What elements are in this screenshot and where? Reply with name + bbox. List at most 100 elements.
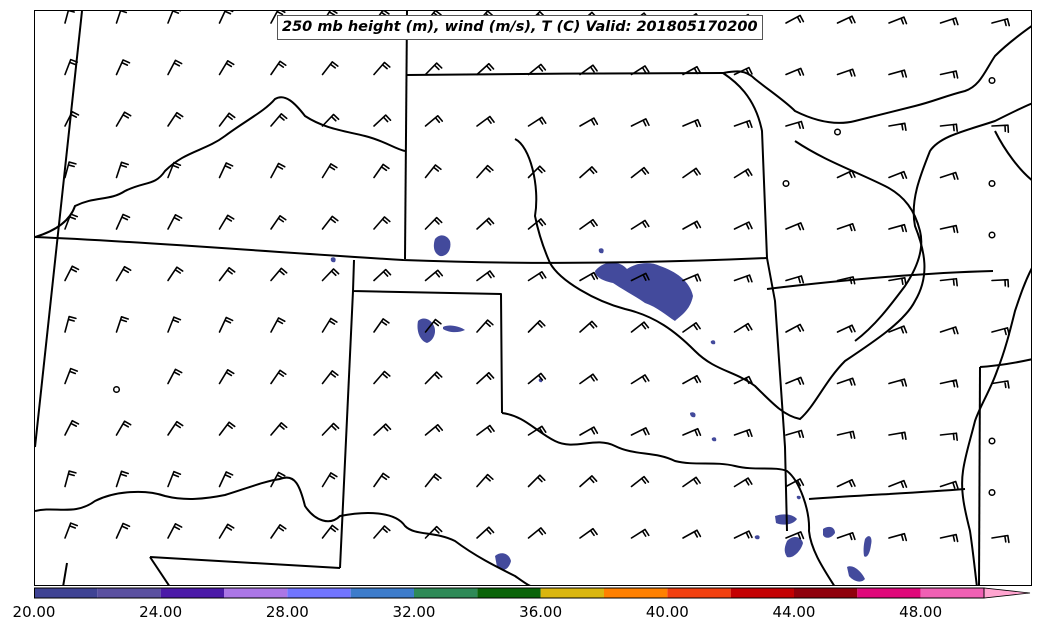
wind-barb [579, 271, 599, 282]
shaded-region [784, 537, 803, 558]
wind-barb [64, 265, 80, 282]
wind-barb [579, 218, 598, 230]
wind-barb [476, 164, 494, 179]
wind-barb [218, 316, 234, 333]
wind-barb [733, 221, 753, 230]
wind-barb [373, 423, 392, 436]
wind-barb [630, 528, 650, 539]
wind-barb [115, 522, 131, 539]
wind-barb [321, 268, 340, 282]
colorbar [34, 587, 1031, 599]
wind-barb [373, 216, 391, 230]
wind-barb [115, 316, 129, 333]
wind-barb [682, 476, 701, 488]
shaded-region [598, 248, 604, 254]
wind-barb [888, 431, 907, 441]
wind-barb [321, 524, 339, 539]
map-canvas [35, 11, 1031, 585]
wind-barb [218, 214, 235, 230]
wind-barb [167, 266, 184, 282]
wind-barb [424, 318, 442, 333]
wind-barb [218, 11, 234, 24]
wind-barb [167, 316, 182, 333]
wind-barb [836, 15, 856, 24]
wind-barb [785, 376, 805, 385]
wind-barb [682, 118, 702, 128]
wind-barb [373, 268, 392, 282]
wind-barb [733, 428, 753, 438]
wind-barb [424, 525, 443, 539]
wind-barb [733, 375, 753, 385]
wind-barb [167, 59, 183, 76]
wind-barb [270, 113, 288, 127]
wind-barb [682, 167, 701, 179]
colorbar-bin [857, 588, 921, 598]
wind-barb [991, 327, 1011, 336]
wind-barb [64, 161, 77, 179]
wind-barb [527, 218, 547, 230]
wind-barb [373, 163, 390, 179]
wind-barb [167, 111, 184, 127]
wind-barb [888, 16, 908, 25]
wind-barb [939, 533, 959, 543]
wind-barb [115, 111, 132, 127]
shaded-region [863, 536, 872, 557]
wind-barb [630, 374, 650, 385]
wind-barb [218, 471, 234, 488]
shaded-region [595, 262, 693, 321]
wind-barb [888, 532, 908, 542]
wind-barb [270, 60, 287, 76]
wind-barb [476, 371, 495, 385]
wind-barb [836, 377, 856, 386]
wind-barb [476, 319, 494, 333]
wind-barb [836, 68, 856, 77]
calm-wind-marker [112, 385, 121, 394]
wind-barb [167, 161, 182, 179]
wind-barb [321, 370, 339, 385]
map-panel [34, 10, 1032, 586]
colorbar-bin [920, 588, 984, 598]
wind-barb [64, 58, 79, 76]
wind-barb [785, 478, 805, 488]
wind-barb [579, 475, 598, 488]
wind-barb [939, 432, 958, 441]
wind-barb [64, 470, 77, 488]
calm-wind-marker [833, 128, 842, 136]
wind-barb [579, 373, 598, 385]
wind-barb [218, 112, 236, 127]
wind-barb [939, 17, 959, 26]
wind-barb [630, 475, 650, 488]
wind-barb [64, 11, 75, 24]
wind-barb [321, 472, 338, 488]
wind-barb [321, 61, 339, 76]
colorbar-bin [224, 588, 288, 598]
colorbar-bin [604, 588, 668, 598]
wind-barb [321, 317, 338, 333]
colorbar-bin [414, 588, 478, 598]
wind-barb [527, 474, 546, 488]
wind-barb [630, 219, 650, 230]
wind-barb [991, 124, 1010, 133]
wind-barb [682, 273, 702, 282]
wind-barb [424, 164, 442, 179]
wind-barb [115, 59, 131, 76]
wind-barb [476, 270, 495, 282]
map-title: 250 mb height (m), wind (m/s), T (C) Val… [277, 15, 763, 40]
wind-barb [321, 422, 340, 436]
wind-barb [939, 224, 959, 234]
wind-barb [321, 215, 339, 230]
wind-barb [373, 114, 392, 127]
wind-barb [270, 317, 286, 333]
wind-barb [424, 62, 443, 76]
wind-barb [785, 323, 805, 333]
wind-speed-shading [330, 235, 872, 582]
wind-barb [579, 166, 598, 179]
wind-barb [939, 326, 959, 335]
shaded-region [823, 526, 835, 538]
wind-barb [682, 322, 701, 333]
wind-barb [630, 118, 650, 127]
wind-barb [424, 473, 442, 488]
colorbar-tick-label: 48.00 [899, 603, 943, 621]
colorbar-bin [477, 588, 541, 598]
shaded-region [796, 495, 801, 500]
